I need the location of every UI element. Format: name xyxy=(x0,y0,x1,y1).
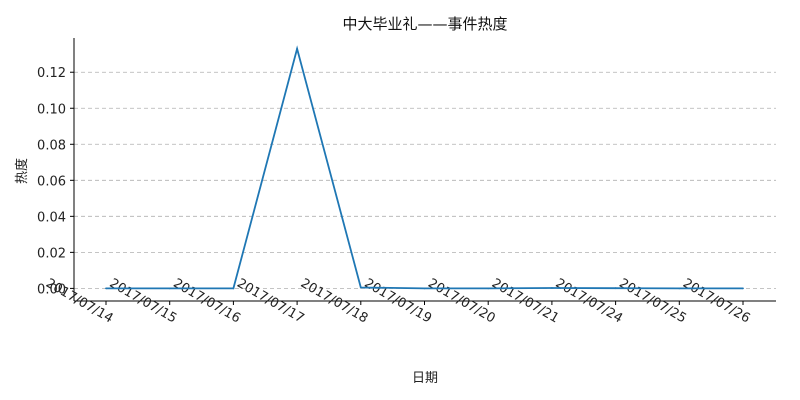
y-tick-label: 0.00 xyxy=(37,282,66,297)
y-tick-label: 0.06 xyxy=(37,174,66,189)
y-ticks: 0.00 0.02 0.04 0.06 0.08 0.10 0.12 xyxy=(37,66,74,297)
chart-title: 中大毕业礼——事件热度 xyxy=(342,15,507,33)
data-point xyxy=(742,287,744,290)
data-point xyxy=(423,287,426,290)
data-point xyxy=(551,287,553,289)
y-tick-label: 0.02 xyxy=(37,246,66,261)
data-point xyxy=(678,287,681,290)
x-ticks: 2017/07/142017/07/152017/07/162017/07/17… xyxy=(43,276,752,326)
axes xyxy=(73,38,776,302)
data-point xyxy=(614,287,617,290)
data-point xyxy=(296,47,298,50)
y-axis-label: 热度 xyxy=(14,158,30,184)
y-tick-label: 0.04 xyxy=(37,210,66,225)
grid-lines xyxy=(74,71,776,289)
data-point xyxy=(232,287,235,290)
data-point xyxy=(487,287,490,290)
series-layer xyxy=(105,45,744,290)
data-point xyxy=(359,286,362,289)
y-tick-label: 0.10 xyxy=(37,102,66,117)
data-point xyxy=(105,287,107,290)
y-tick-label: 0.12 xyxy=(37,66,66,81)
y-tick-label: 0.08 xyxy=(37,138,66,153)
x-axis-label: 日期 xyxy=(412,371,438,386)
data-point xyxy=(168,287,171,290)
